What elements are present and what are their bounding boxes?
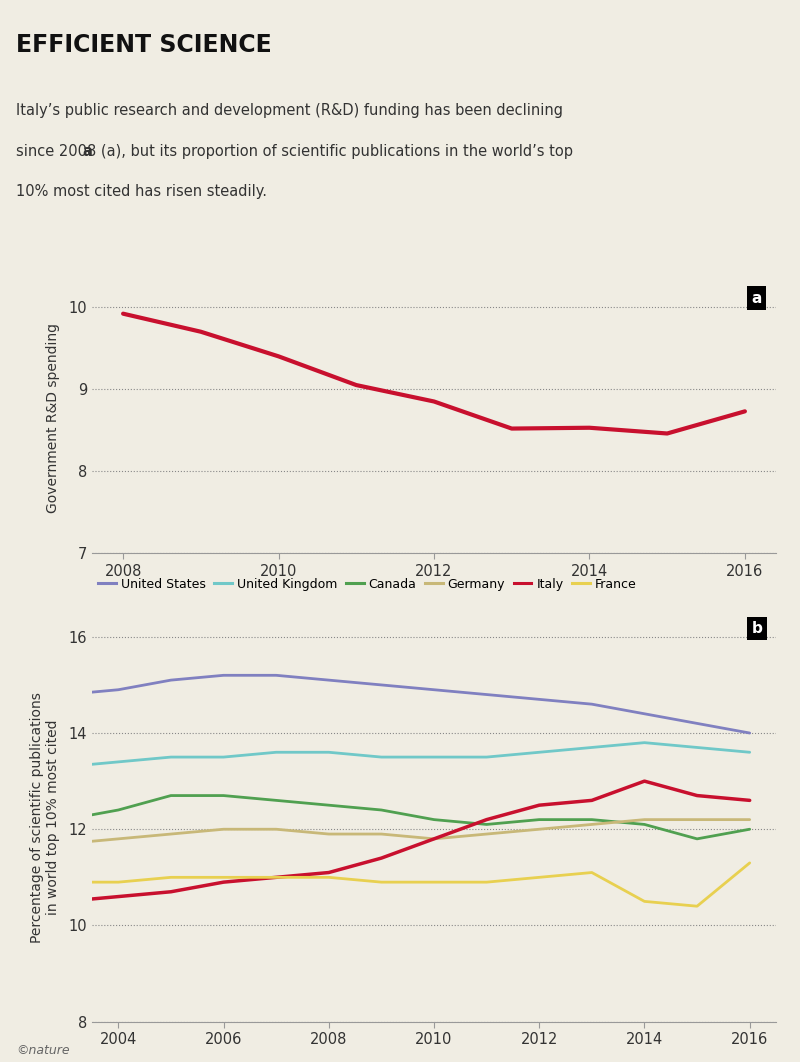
Legend: United States, United Kingdom, Canada, Germany, Italy, France: United States, United Kingdom, Canada, G… [98, 578, 637, 590]
Text: b: b [751, 621, 762, 636]
Text: Italy’s public research and development (R&D) funding has been declining: Italy’s public research and development … [16, 103, 563, 118]
Text: 10% most cited has risen steadily.: 10% most cited has risen steadily. [16, 184, 267, 199]
Text: ©nature: ©nature [16, 1044, 70, 1057]
Text: EFFICIENT SCIENCE: EFFICIENT SCIENCE [16, 33, 272, 56]
Text: a: a [82, 143, 92, 158]
Text: since 2008 (a), but its proportion of scientific publications in the world’s top: since 2008 (a), but its proportion of sc… [16, 143, 573, 158]
Y-axis label: Government R&D spending: Government R&D spending [46, 323, 60, 513]
Text: a: a [752, 291, 762, 306]
Y-axis label: Percentage of scientific publications
in world top 10% most cited: Percentage of scientific publications in… [30, 691, 60, 943]
